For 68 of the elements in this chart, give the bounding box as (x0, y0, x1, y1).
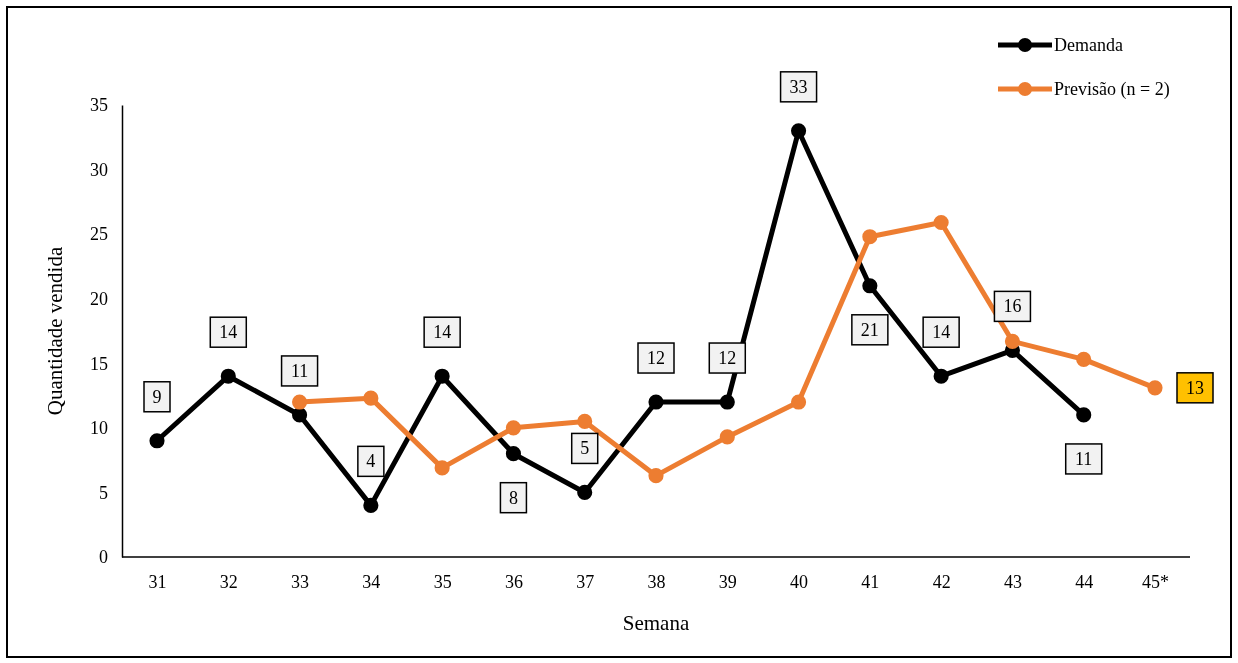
y-tick-label: 15 (90, 353, 108, 374)
data-label: 14 (219, 322, 238, 343)
y-axis-title: Quantidade vendida (43, 246, 67, 416)
x-tick-label: 34 (362, 571, 381, 592)
x-tick-label: 32 (219, 571, 238, 592)
data-label: 11 (290, 360, 309, 381)
point (719, 429, 735, 445)
point (862, 229, 878, 245)
y-tick-label: 5 (99, 482, 108, 503)
data-label: 8 (508, 487, 518, 508)
point (577, 413, 593, 429)
x-tick-label: 37 (576, 571, 595, 592)
x-tick-label: 33 (291, 571, 310, 592)
point (1076, 407, 1092, 423)
x-tick-label: 36 (504, 571, 523, 592)
data-label: 9 (152, 386, 162, 407)
x-tick-label: 38 (647, 571, 666, 592)
point (648, 468, 664, 484)
x-tick-label: 43 (1003, 571, 1022, 592)
x-tick-label: 44 (1075, 571, 1094, 592)
x-tick-label: 40 (790, 571, 809, 592)
y-tick-label: 20 (90, 288, 108, 309)
legend-label: Previsão (n = 2) (1054, 79, 1170, 100)
point (791, 123, 807, 139)
data-label: 13 (1186, 377, 1204, 398)
point (434, 460, 450, 476)
x-axis-title: Semana (622, 611, 690, 635)
point (149, 433, 165, 449)
point (791, 394, 807, 410)
y-tick-label: 0 (99, 547, 108, 568)
data-label: 12 (647, 348, 665, 369)
data-label: 12 (718, 348, 737, 369)
data-label: 14 (433, 322, 452, 343)
point (363, 497, 379, 513)
point (1004, 333, 1020, 349)
data-label: 4 (366, 451, 376, 472)
point (577, 484, 593, 500)
data-label: 11 (1075, 448, 1093, 469)
data-label: 14 (932, 322, 951, 343)
x-tick-label: 39 (718, 571, 737, 592)
y-tick-label: 10 (90, 418, 108, 439)
point (363, 390, 379, 406)
point (648, 394, 664, 410)
data-label: 21 (860, 319, 879, 340)
point (933, 214, 949, 231)
x-tick-label: 45* (1142, 571, 1169, 592)
y-tick-label: 25 (90, 224, 108, 245)
point (434, 368, 450, 384)
point (505, 420, 521, 436)
point (505, 446, 521, 462)
x-tick-label: 35 (433, 571, 452, 592)
point (292, 394, 308, 410)
point (292, 407, 308, 423)
data-label: 33 (789, 76, 808, 97)
point (1076, 351, 1092, 367)
data-label: 5 (580, 438, 590, 459)
data-label: 16 (1003, 296, 1022, 317)
point (719, 394, 735, 410)
x-tick-label: 31 (148, 571, 167, 592)
y-tick-label: 35 (90, 95, 108, 116)
point (862, 278, 878, 294)
point (933, 368, 949, 384)
x-tick-label: 41 (861, 571, 880, 592)
point (1147, 380, 1163, 396)
x-tick-label: 42 (932, 571, 951, 592)
point (220, 368, 236, 384)
legend-label: Demanda (1054, 35, 1123, 55)
y-tick-label: 30 (90, 159, 108, 180)
